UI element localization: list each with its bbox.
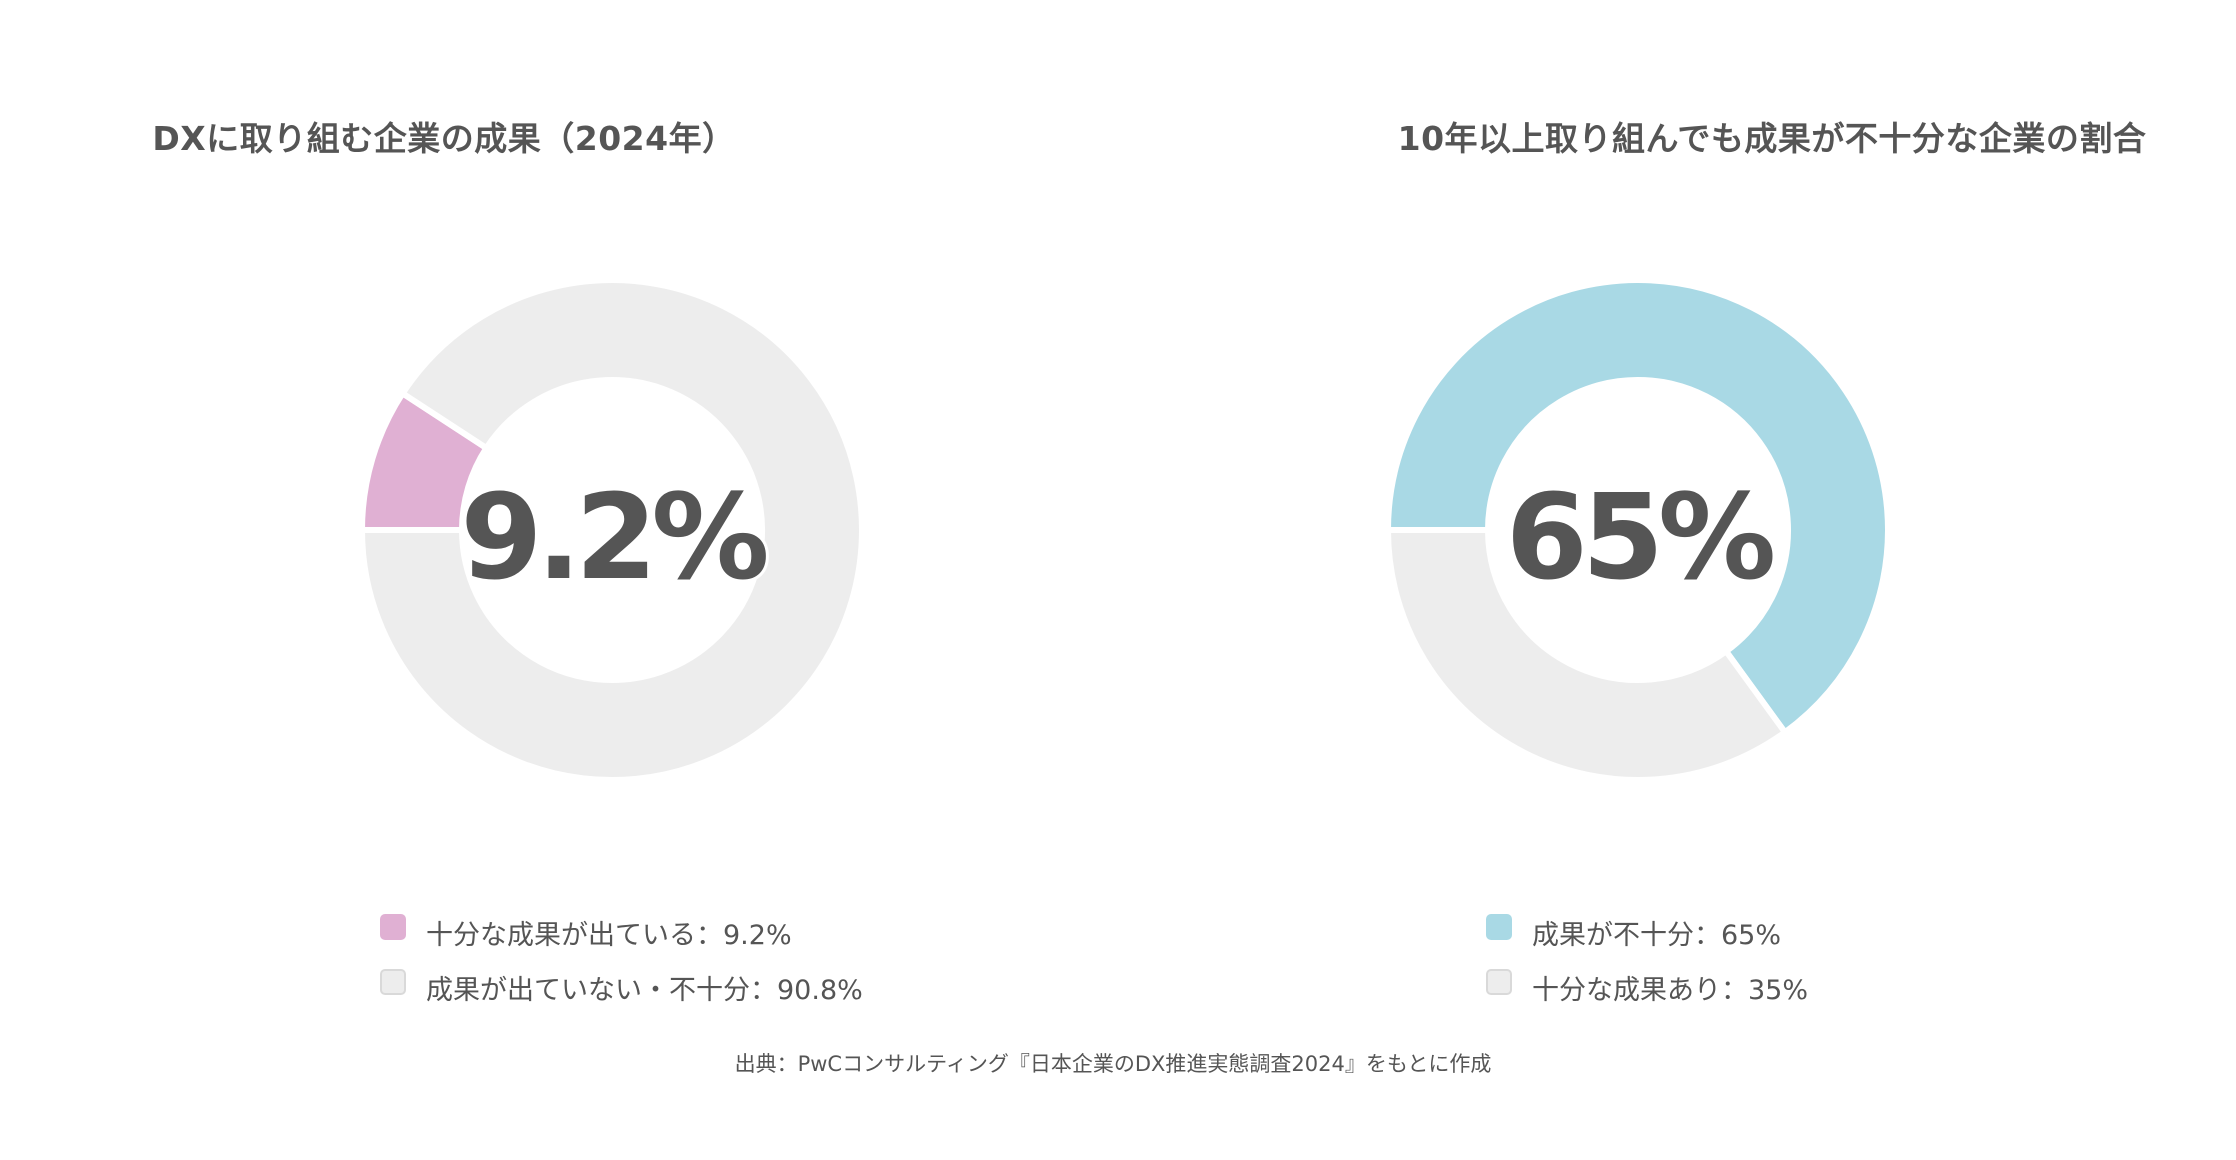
- chart-title: DXに取り組む企業の成果（2024年）: [152, 119, 736, 158]
- chart-title: 10年以上取り組んでも成果が不十分な企業の割合: [1397, 119, 2147, 158]
- donut-slice: [1384, 277, 1891, 737]
- donut-chart: 65%: [1384, 277, 1891, 783]
- legend-item: 十分な成果あり：35%: [1486, 960, 1808, 1015]
- center-value-label: 9.2%: [460, 468, 766, 606]
- legend-swatch: [1486, 913, 1512, 940]
- legend-label: 成果が不十分：65%: [1532, 920, 1782, 951]
- legend: 成果が不十分：65% 十分な成果あり：35%: [1486, 905, 1808, 1015]
- legend-label: 成果が出ていない・不十分：90.8%: [426, 975, 863, 1006]
- legend-item: 十分な成果が出ている：9.2%: [380, 905, 863, 960]
- donut-chart: 9.2%: [358, 277, 865, 783]
- chart-panel-right: 10年以上取り組んでも成果が不十分な企業の割合 65% 成果が不十分：65% 十分…: [1118, 0, 2236, 1160]
- legend-label: 十分な成果あり：35%: [1532, 975, 1809, 1006]
- donut-slice: [1384, 527, 1790, 783]
- legend-swatch: [380, 968, 406, 995]
- legend-swatch: [1486, 968, 1512, 995]
- legend-swatch: [380, 913, 406, 940]
- legend: 十分な成果が出ている：9.2% 成果が出ていない・不十分：90.8%: [380, 905, 863, 1015]
- source-note: 出典：PwCコンサルティング『日本企業のDX推進実態調査2024』をもとに作成: [734, 1052, 1492, 1076]
- legend-item: 成果が出ていない・不十分：90.8%: [380, 960, 863, 1015]
- chart-panel-left: DXに取り組む企業の成果（2024年） 9.2% 十分な成果が出ている：9.2%…: [152, 119, 865, 1015]
- legend-item: 成果が不十分：65%: [1486, 905, 1808, 960]
- center-value-label: 65%: [1506, 468, 1773, 606]
- legend-label: 十分な成果が出ている：9.2%: [426, 920, 792, 951]
- donut-slice: [358, 277, 865, 783]
